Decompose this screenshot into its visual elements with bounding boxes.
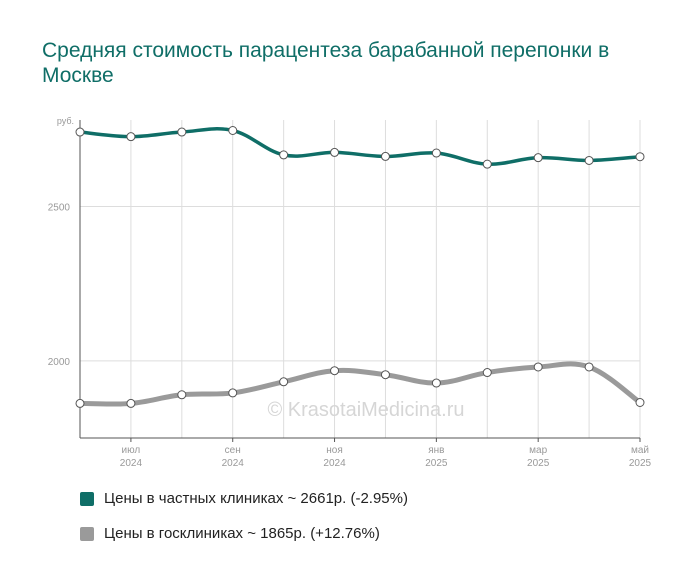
- data-point-private: [533, 153, 543, 163]
- x-tick-label-month: ноя: [326, 445, 343, 456]
- data-point-public: [330, 366, 340, 376]
- data-point-private: [126, 132, 136, 142]
- data-point-private: [584, 155, 594, 165]
- data-point-private: [431, 148, 441, 158]
- watermark: © KrasotaiMedicina.ru: [267, 399, 464, 421]
- legend-item-private[interactable]: Цены в частных клиниках ~ 2661р. (-2.95%…: [80, 490, 408, 507]
- x-tick-label-month: мар: [529, 445, 547, 456]
- data-point-public: [482, 368, 492, 378]
- legend-swatch-public: [80, 526, 94, 541]
- data-point-private: [482, 159, 492, 169]
- data-point-public: [533, 362, 543, 372]
- data-point-public: [584, 362, 594, 372]
- legend-label-private: Цены в частных клиниках ~ 2661р. (-2.95%…: [104, 490, 408, 507]
- x-tick-label-month: май: [631, 445, 649, 456]
- y-axis-label: руб.: [57, 116, 74, 126]
- data-point-private: [380, 151, 390, 161]
- x-tick-label-year: 2025: [425, 458, 448, 469]
- legend-swatch-private: [80, 491, 94, 506]
- y-tick-label: 2000: [48, 357, 71, 368]
- data-point-private: [228, 125, 238, 135]
- series-line-private: [78, 127, 642, 166]
- y-tick-label: 2500: [48, 202, 71, 213]
- x-tick-label-year: 2024: [120, 458, 143, 469]
- chart-title: Средняя стоимость парацентеза барабанной…: [42, 39, 610, 87]
- data-point-public: [635, 397, 645, 407]
- x-tick-label-month: сен: [225, 445, 241, 456]
- data-point-private: [75, 127, 85, 137]
- line-chart: 2000 2500 руб. июл 2024 сен 2024 ноя 2024 янв 2025…: [48, 116, 652, 469]
- data-point-private: [635, 152, 645, 162]
- data-point-public: [431, 378, 441, 388]
- legend-item-public[interactable]: Цены в госклиниках ~ 1865р. (+12.76%): [80, 525, 380, 542]
- x-tick-label-year: 2025: [527, 458, 550, 469]
- x-tick-label-month: июл: [122, 445, 141, 456]
- legend-label-public: Цены в госклиниках ~ 1865р. (+12.76%): [104, 525, 380, 542]
- data-point-private: [177, 127, 187, 137]
- data-point-public: [75, 398, 85, 408]
- x-tick-label-month: янв: [428, 445, 444, 456]
- x-tick-label-year: 2024: [323, 458, 346, 469]
- data-point-private: [279, 150, 289, 160]
- data-point-public: [279, 377, 289, 387]
- data-point-public: [228, 388, 238, 398]
- data-point-private: [330, 147, 340, 157]
- x-tick-label-year: 2025: [629, 458, 652, 469]
- x-tick-label-year: 2024: [222, 458, 245, 469]
- data-point-public: [177, 390, 187, 400]
- data-point-public: [380, 370, 390, 380]
- data-point-public: [126, 398, 136, 408]
